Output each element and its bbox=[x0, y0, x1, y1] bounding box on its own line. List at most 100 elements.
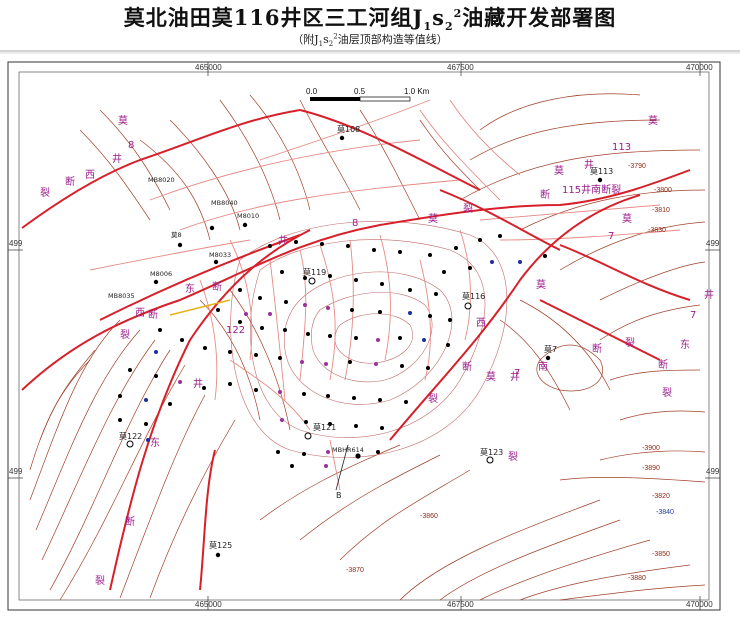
well-points bbox=[118, 135, 603, 558]
grid-ticks bbox=[8, 62, 720, 610]
fault-label-34: 莫 bbox=[536, 279, 546, 291]
well-circle bbox=[304, 432, 312, 440]
contour-value-labels: -3820 -3850 -3880 -3840 -3860 -3790 -380… bbox=[346, 163, 674, 582]
fault-label-21: 东 bbox=[185, 282, 195, 295]
well-label-16: 莫123 bbox=[480, 447, 503, 457]
fault-label-3: 断 bbox=[65, 175, 75, 188]
well-label-14: 莫122 bbox=[119, 431, 142, 441]
well-labels: 莫108 MB8020 MB8040 M8010 莫8 M8033 M8006 … bbox=[108, 124, 613, 550]
fault-label-22: 断 bbox=[148, 308, 158, 321]
map-frame bbox=[7, 61, 721, 611]
fault-label-30: 南 bbox=[538, 360, 548, 373]
fault-label-26: 断 bbox=[125, 515, 135, 528]
fault-label-35: 断 bbox=[462, 360, 472, 373]
fault-label-14: 井 bbox=[704, 288, 714, 301]
x-tick-bottom-1: 465000 bbox=[195, 600, 222, 609]
fault-label-39: 井 bbox=[278, 234, 288, 247]
fault-label-1: 8 bbox=[128, 140, 134, 151]
fault-label-8: 井 bbox=[584, 158, 594, 171]
x-tick-top-2: 467500 bbox=[447, 63, 474, 72]
fault-label-16: 断 bbox=[658, 358, 668, 371]
well-dot bbox=[545, 355, 551, 361]
well-label-10: 莫116 bbox=[462, 291, 485, 301]
y-tick-left-1: 499 bbox=[9, 239, 23, 248]
well-circle bbox=[464, 302, 472, 310]
contour-label-9: -3870 bbox=[346, 567, 364, 574]
well-label-12: 莫121 bbox=[313, 422, 336, 432]
well-label-1: MB8020 bbox=[148, 176, 175, 184]
scale-bar: 0.0 0.5 1.0 Km bbox=[306, 87, 430, 102]
fault-label-43: 122 bbox=[226, 325, 245, 336]
well-label-13: MBHR614 bbox=[332, 446, 364, 454]
fault-label-13: 7 bbox=[608, 231, 614, 242]
scale-label-1km: 1.0 Km bbox=[404, 87, 430, 96]
well-circle bbox=[308, 277, 316, 285]
map-title: 莫北油田莫116井区三工河组J1s22油藏开发部署图 bbox=[123, 5, 617, 34]
fault-label-10: 莫 bbox=[554, 165, 564, 177]
fault-label-31: 断 bbox=[592, 342, 602, 355]
well-dot bbox=[213, 259, 219, 265]
fault-label-4: 西 bbox=[85, 170, 95, 181]
fault-label-2: 井 bbox=[112, 152, 122, 165]
well-dot bbox=[355, 453, 361, 459]
well-dot bbox=[153, 279, 159, 285]
fault-label-29: 井 bbox=[510, 370, 520, 383]
contour-label-4: -3860 bbox=[420, 513, 438, 520]
well-label-5: M8033 bbox=[209, 251, 231, 259]
fault-label-36: 裂 bbox=[428, 392, 438, 405]
fault-label-27: 裂 bbox=[95, 574, 105, 587]
fault-label-15: 东 bbox=[680, 338, 690, 351]
section-label: B bbox=[336, 491, 342, 500]
x-tick-top-1: 465000 bbox=[195, 63, 222, 72]
fault-labels: 莫 8 井 断 西 裂 莫 113 井 断 莫 115井南断裂 莫 7 井 东 … bbox=[40, 115, 714, 587]
well-label-9: 莫113 bbox=[590, 166, 613, 176]
minor-faults bbox=[89, 99, 681, 491]
fault-label-9: 断 bbox=[540, 188, 550, 201]
well-label-7: MB8035 bbox=[108, 292, 135, 300]
fault-label-19: 莫 bbox=[428, 213, 438, 225]
major-faults bbox=[21, 109, 691, 591]
y-tick-right-1: 499 bbox=[706, 239, 720, 248]
x-tick-top-3: 470000 bbox=[686, 63, 713, 72]
well-dot bbox=[177, 242, 183, 248]
fault-label-40: 西 bbox=[135, 308, 145, 319]
section-line bbox=[335, 444, 349, 491]
fault-label-17: 裂 bbox=[662, 386, 672, 399]
contour-label-0: -3820 bbox=[652, 493, 670, 500]
y-tick-left-2: 499 bbox=[9, 467, 23, 476]
well-label-6: M8006 bbox=[150, 270, 172, 278]
y-tick-right-2: 499 bbox=[706, 467, 720, 476]
well-dot bbox=[597, 177, 603, 183]
contour-label-5: -3790 bbox=[628, 163, 646, 170]
fault-label-41: 断 bbox=[212, 280, 222, 293]
well-label-11: 莫7 bbox=[544, 344, 557, 354]
well-dot bbox=[339, 135, 345, 141]
map-inner-frame bbox=[18, 71, 710, 601]
well-dot bbox=[215, 552, 221, 558]
contour-label-11: -3900 bbox=[642, 445, 660, 452]
fault-label-0: 莫 bbox=[118, 115, 128, 127]
well-circle bbox=[126, 440, 134, 448]
fault-label-37: 莫 bbox=[486, 371, 496, 383]
fault-label-11: 115井南断裂 bbox=[562, 183, 621, 196]
contour-label-3: -3840 bbox=[656, 509, 674, 516]
well-dot bbox=[209, 225, 215, 231]
fault-label-28: 7 bbox=[690, 310, 696, 321]
fault-label-18: 8 bbox=[352, 218, 358, 229]
fault-label-7: 113 bbox=[612, 142, 631, 153]
contour-label-2: -3880 bbox=[628, 575, 646, 582]
contour-label-7: -3810 bbox=[652, 207, 670, 214]
scale-label-0: 0.0 bbox=[306, 87, 318, 96]
fault-label-38: 7 bbox=[514, 368, 520, 379]
well-dot bbox=[242, 222, 248, 228]
fault-label-5: 裂 bbox=[40, 186, 50, 199]
scale-label-05: 0.5 bbox=[354, 87, 366, 96]
contour-label-8: -3830 bbox=[648, 227, 666, 234]
fault-label-23: 裂 bbox=[120, 328, 130, 341]
well-label-15: 莫125 bbox=[209, 540, 232, 550]
fault-label-42: 裂 bbox=[508, 450, 518, 463]
fault-label-6: 莫 bbox=[648, 115, 658, 127]
contour-label-10: -3890 bbox=[642, 465, 660, 472]
map-subtitle: （附J1s22油层顶部构造等值线） bbox=[292, 32, 448, 49]
